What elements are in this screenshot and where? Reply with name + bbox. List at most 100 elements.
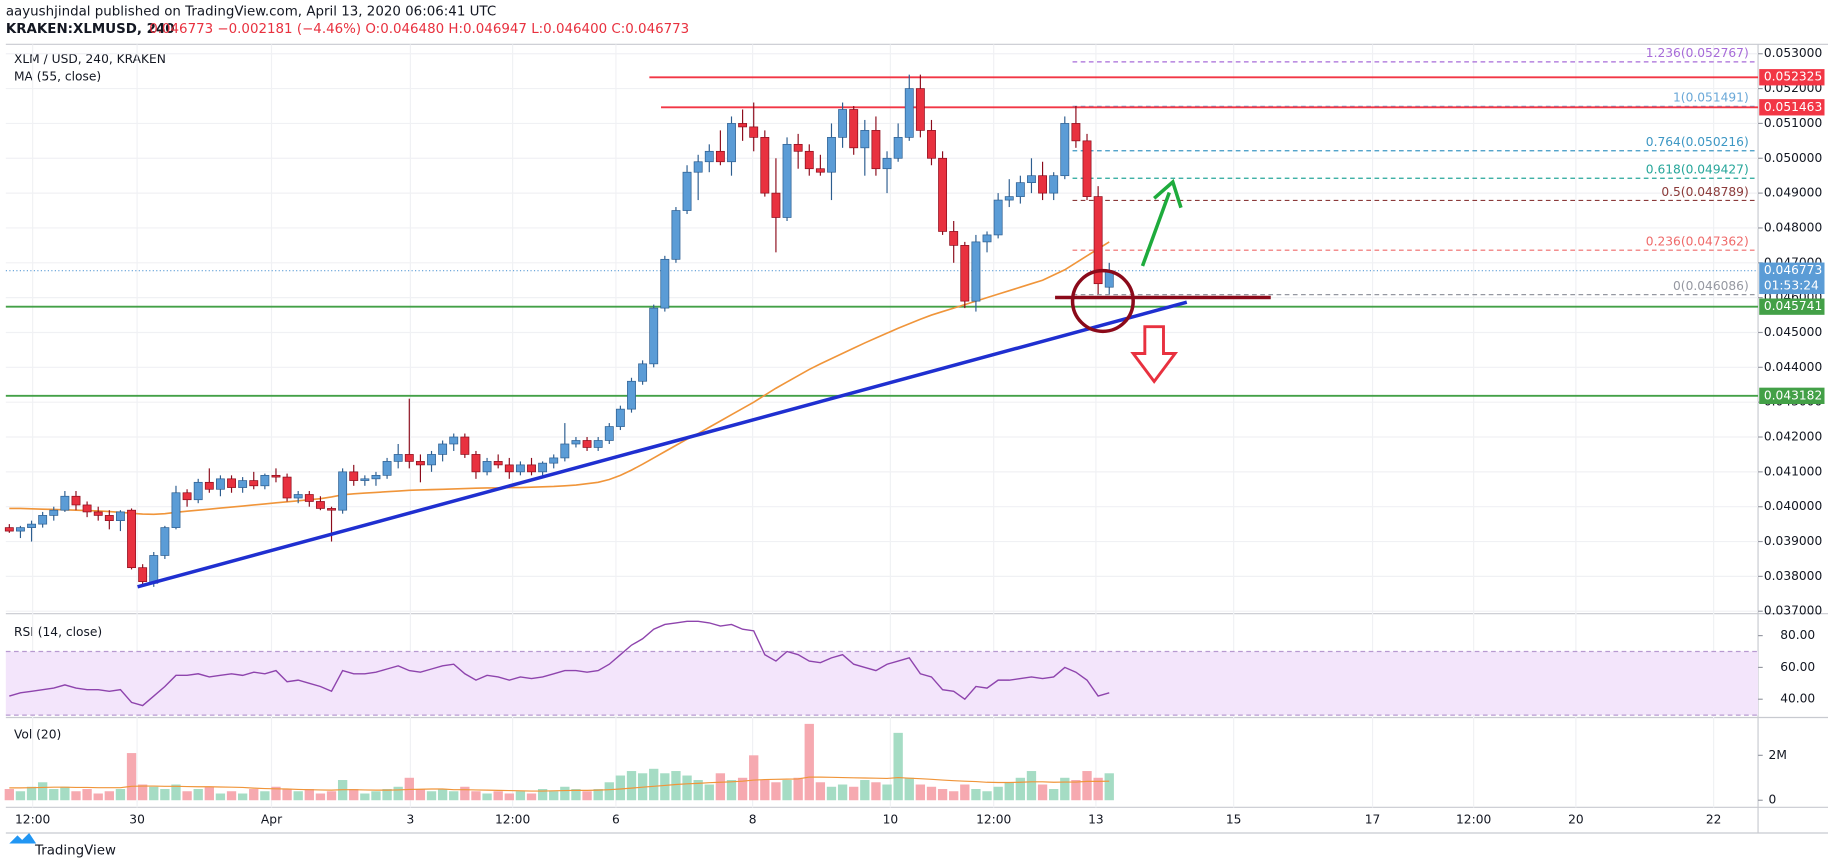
pane-title: Vol (20)	[14, 727, 61, 741]
volume-bar	[704, 784, 714, 801]
candle-body	[327, 508, 336, 511]
volume-bar	[849, 786, 859, 801]
volume-bar	[493, 791, 503, 801]
x-tick-label: 10	[883, 813, 899, 827]
candle-body	[249, 480, 259, 487]
volume-bar	[282, 789, 292, 801]
y-tick-label: 0.051000	[1764, 116, 1822, 130]
candle-body	[960, 245, 970, 302]
candle-body	[438, 443, 448, 455]
volume-bar	[60, 786, 70, 801]
candle-body	[760, 137, 770, 194]
y-tick-label: 0.038000	[1764, 569, 1822, 583]
candle-body	[293, 494, 303, 499]
candle-body	[93, 511, 103, 516]
volume-bar	[671, 771, 681, 801]
volume-bar	[37, 782, 48, 801]
volume-bar	[804, 723, 814, 801]
candle-body	[771, 192, 781, 218]
volume-bar	[4, 789, 14, 801]
volume-bar	[160, 789, 170, 801]
candle-body	[582, 440, 592, 448]
candle-body	[938, 157, 948, 232]
volume-bar	[960, 784, 970, 801]
candle-body	[882, 157, 892, 170]
volume-bar	[204, 786, 214, 801]
candle-body	[471, 454, 481, 473]
volume-bar	[426, 791, 437, 801]
volume-bar	[604, 782, 614, 801]
volume-bar	[171, 784, 181, 801]
candle-body	[827, 137, 836, 173]
candle-body	[693, 161, 703, 173]
candle-body	[371, 474, 381, 480]
candle-body	[504, 464, 514, 473]
volume-bar	[182, 791, 192, 801]
level-label: 0.043182	[1764, 388, 1822, 402]
volume-bar	[460, 786, 470, 801]
candle-body	[238, 480, 248, 488]
y-tick-label: 80.00	[1780, 628, 1815, 642]
candle-body	[427, 454, 436, 466]
y-tick-label: 0.040000	[1764, 499, 1822, 513]
candle-body	[638, 363, 648, 382]
volume-bar	[793, 777, 803, 801]
y-tick-label: 0.049000	[1764, 186, 1822, 200]
x-tick-label: 8	[749, 813, 757, 827]
volume-bar	[982, 791, 992, 801]
candle-body	[315, 501, 325, 509]
volume-bar	[1026, 771, 1037, 801]
x-tick-label: 3	[407, 813, 415, 827]
fib-label: 0(0.046086)	[1673, 279, 1749, 293]
x-tick-label: Apr	[261, 813, 283, 827]
level-box	[1759, 387, 1825, 404]
candle-body	[971, 241, 981, 302]
candle-body	[793, 143, 803, 152]
volume-bar	[949, 791, 959, 801]
x-tick-label: 6	[612, 813, 620, 827]
volume-bar	[515, 791, 526, 801]
candle-body	[860, 130, 870, 149]
volume-bar	[682, 775, 692, 801]
candle-body	[649, 307, 659, 365]
candle-body	[893, 137, 903, 159]
volume-bar	[471, 791, 481, 801]
candle-body	[1071, 123, 1081, 142]
fib-label: 0.236(0.047362)	[1646, 235, 1749, 249]
candle-body	[738, 123, 748, 128]
candle-body	[927, 130, 936, 159]
highlight-circle	[1070, 268, 1135, 334]
volume-bar	[437, 789, 448, 801]
volume-bar	[1015, 777, 1026, 801]
volume-bar	[504, 793, 514, 801]
volume-bar	[393, 786, 403, 801]
volume-bar	[371, 791, 381, 801]
candle-body	[27, 523, 36, 528]
candle-body	[704, 150, 714, 163]
volume-bar	[971, 789, 981, 801]
volume-bar	[582, 791, 592, 801]
volume-bar	[571, 789, 581, 801]
volume-bar	[193, 789, 203, 801]
volume-bar	[1037, 784, 1048, 801]
y-tick-label: 0	[1769, 793, 1777, 807]
candle-body	[593, 440, 603, 448]
x-tick-label: 15	[1226, 813, 1242, 827]
pane-title: RSI (14, close)	[14, 625, 102, 639]
y-tick-label: 0.042000	[1764, 430, 1822, 444]
y-tick-label: 0.050000	[1764, 151, 1822, 165]
candle-body	[571, 440, 581, 445]
y-tick-label: 0.039000	[1764, 534, 1822, 548]
candle-body	[349, 471, 359, 481]
volume-bar	[482, 793, 492, 801]
candle-body	[493, 461, 503, 466]
candle-body	[749, 126, 759, 138]
candle-body	[915, 88, 925, 131]
volume-bar	[737, 777, 748, 801]
volume-bar	[615, 775, 626, 801]
ma-legend: MA (55, close)	[14, 69, 101, 83]
candle-body	[138, 567, 148, 582]
x-tick-label: 17	[1365, 813, 1381, 827]
candle-body	[949, 231, 959, 246]
candle-body	[782, 143, 792, 218]
